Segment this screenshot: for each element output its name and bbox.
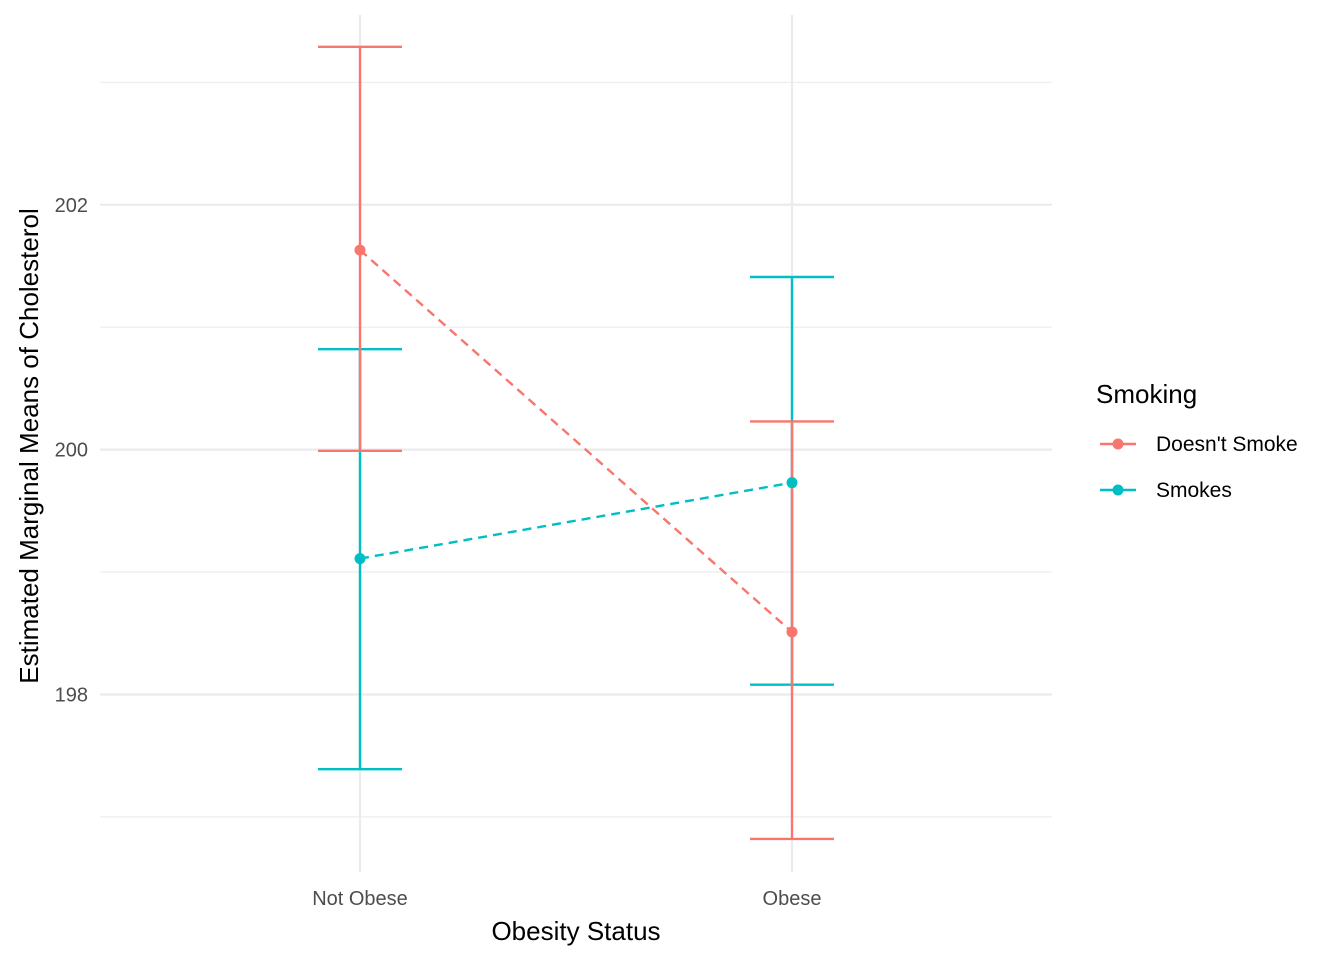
y-axis-title: Estimated Marginal Means of Cholesterol (14, 208, 44, 683)
series-layer (318, 45, 834, 841)
legend-label: Smokes (1156, 479, 1232, 502)
legend: Smoking Doesn't Smoke Smokes (1096, 379, 1298, 502)
data-point (354, 553, 366, 565)
y-axis-ticks: 198 200 202 (55, 195, 88, 707)
legend-item: Doesn't Smoke (1100, 433, 1298, 456)
x-axis-ticks: Not Obese Obese (312, 888, 821, 910)
legend-title: Smoking (1096, 379, 1197, 409)
data-point (786, 477, 798, 489)
legend-key-point (1112, 438, 1124, 450)
series-line (359, 249, 793, 633)
legend-item: Smokes (1100, 479, 1232, 502)
data-point (354, 244, 366, 256)
x-axis-title: Obesity Status (491, 916, 660, 946)
y-tick-label: 200 (55, 440, 88, 462)
grid-lines (100, 15, 1052, 872)
y-tick-label: 202 (55, 195, 88, 217)
x-tick-label: Not Obese (312, 888, 408, 910)
series-line (359, 481, 793, 560)
x-tick-label: Obese (763, 888, 822, 910)
legend-label: Doesn't Smoke (1156, 433, 1298, 456)
y-tick-label: 198 (55, 684, 88, 706)
data-point (786, 626, 798, 638)
legend-key-point (1112, 484, 1124, 496)
